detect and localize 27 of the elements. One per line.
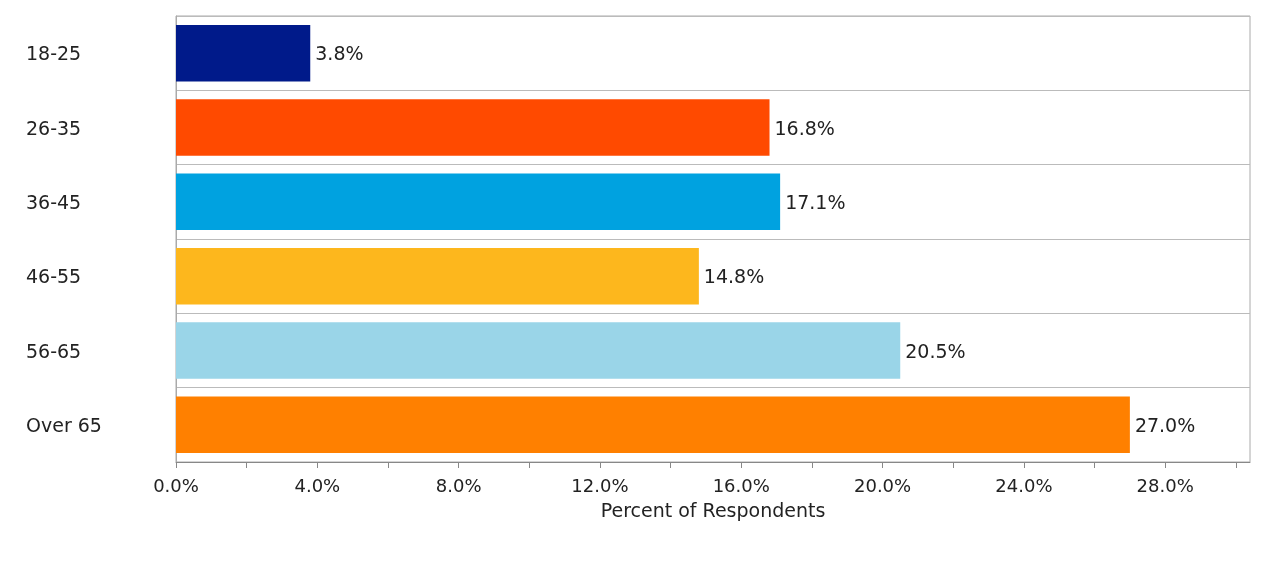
data-label: 3.8% — [315, 42, 364, 65]
bar — [176, 173, 781, 231]
x-tick-label: 28.0% — [1136, 474, 1194, 496]
x-tick-label: 24.0% — [995, 474, 1053, 496]
x-axis-title: Percent of Respondents — [600, 498, 826, 521]
x-tick-label: 20.0% — [853, 474, 912, 496]
x-tick-label: 16.0% — [712, 474, 770, 496]
bar — [176, 24, 311, 82]
x-tick-label: 12.0% — [571, 474, 629, 496]
data-label: 20.5% — [905, 339, 966, 362]
data-label: 17.1% — [785, 190, 846, 213]
bar — [176, 247, 699, 305]
y-tick-label: 56-65 — [26, 339, 82, 362]
x-tick-label: 4.0% — [294, 474, 341, 496]
y-tick-label: 26-35 — [26, 116, 82, 139]
x-tick-label: 8.0% — [435, 474, 482, 496]
bar — [176, 322, 901, 379]
data-label: 27.0% — [1134, 413, 1196, 436]
data-label: 14.8% — [703, 265, 765, 288]
bar — [176, 99, 770, 156]
y-tick-label: 18-25 — [26, 42, 82, 65]
x-tick-label: 0.0% — [153, 474, 199, 496]
y-tick-label: Over 65 — [26, 413, 102, 436]
y-tick-label: 36-45 — [26, 190, 82, 213]
data-label: 16.8% — [774, 116, 835, 139]
bar — [176, 396, 1130, 454]
y-tick-label: 46-55 — [26, 265, 82, 288]
